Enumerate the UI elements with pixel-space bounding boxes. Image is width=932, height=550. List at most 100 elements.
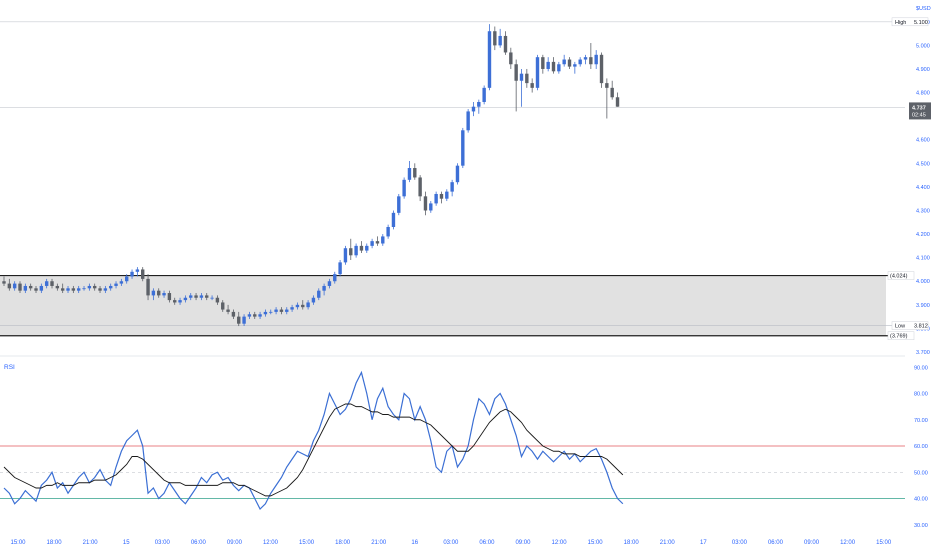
- candle-body: [279, 309, 284, 312]
- candle-body: [391, 212, 396, 227]
- price-tick-label: 4.300: [916, 208, 930, 214]
- candle-body: [402, 179, 406, 197]
- rsi-pane[interactable]: RSI 30.00 40.00 50.00 60.00 70.00 80.00 90.00: [0, 364, 928, 529]
- candle-body: [173, 300, 177, 303]
- candle-body: [434, 193, 438, 204]
- low-tag-background: [891, 321, 929, 330]
- price-tick-label: 4.400: [916, 185, 930, 191]
- candle-body: [34, 288, 38, 291]
- candle-body: [2, 281, 6, 284]
- time-axis[interactable]: 15:00 18:00 21:00 15 03:00 06:00 09:00 12:00 15:…: [10, 540, 891, 546]
- price-tick-label: 3.700: [916, 350, 930, 356]
- rsi-ma-line: [3, 403, 624, 497]
- candle-body: [418, 177, 422, 197]
- candle-body: [546, 61, 550, 69]
- candle-body: [498, 35, 502, 46]
- candle-body: [487, 31, 492, 88]
- candle-body: [157, 290, 161, 296]
- candle-body: [151, 290, 156, 296]
- candle-body: [92, 285, 97, 289]
- candle-body: [573, 64, 577, 67]
- candle-body: [615, 97, 620, 107]
- candle-body: [365, 245, 369, 251]
- candle-body: [503, 35, 508, 53]
- candle-body: [39, 285, 44, 291]
- candle-body: [205, 295, 209, 298]
- candle-body: [66, 288, 70, 291]
- candle-body: [242, 316, 246, 324]
- candle-body: [562, 59, 566, 65]
- rsi-title: RSI: [4, 364, 15, 371]
- low-tag-label: Low: [895, 324, 905, 330]
- candle-body: [295, 304, 300, 308]
- candle-body: [413, 168, 417, 178]
- rsi-tick-labels: 30.00 40.00 50.00 60.00 70.00 80.00 90.00: [914, 365, 928, 529]
- candle-body: [269, 311, 273, 313]
- rsi-tick-label: 40.00: [914, 497, 928, 503]
- candle-body: [322, 285, 326, 291]
- price-scale[interactable]: $USD 3.7003.8003.9004.0004.1004.2004.300…: [887, 6, 931, 356]
- current-price-tag-background: [909, 102, 931, 120]
- low-tag-value: 3.812: [914, 324, 928, 330]
- candle-body: [423, 196, 428, 211]
- candle-body: [429, 203, 433, 211]
- candle-body: [162, 293, 166, 296]
- time-tick-label: 16: [411, 540, 418, 546]
- candle-body: [493, 31, 497, 46]
- candle-body: [231, 311, 236, 317]
- candle-body: [450, 182, 454, 192]
- candle-body: [327, 281, 332, 286]
- zone-top-tag-background: [887, 271, 915, 280]
- price-tick-label: 4.200: [916, 232, 930, 238]
- candle-body: [247, 314, 252, 317]
- price-tick-label: 4.500: [916, 161, 930, 167]
- price-tick-label: 4.100: [916, 256, 930, 262]
- candle-body: [109, 285, 113, 289]
- candle-body: [301, 304, 305, 308]
- candle-body: [557, 64, 561, 72]
- candle-body: [237, 316, 241, 324]
- time-tick-label: 15:00: [10, 540, 26, 546]
- candle-body: [525, 73, 529, 84]
- price-tick-labels: 3.7003.8003.9004.0004.1004.2004.3004.400…: [916, 20, 930, 356]
- candle-body: [610, 87, 614, 98]
- time-tick-label: 21:00: [83, 540, 99, 546]
- candle-body: [194, 295, 198, 298]
- price-pane[interactable]: [0, 21, 905, 337]
- candle-body: [567, 59, 572, 67]
- candle-body: [466, 111, 470, 131]
- candle-body: [599, 54, 604, 84]
- candle-body: [114, 283, 118, 286]
- candle-body: [482, 87, 486, 102]
- time-tick-label: 12:00: [840, 540, 856, 546]
- candle-body: [290, 307, 294, 310]
- candle-body: [594, 54, 598, 65]
- candle-body: [461, 130, 465, 166]
- candle-body: [541, 57, 545, 69]
- time-tick-label: 12:00: [552, 540, 568, 546]
- rsi-tick-label: 70.00: [914, 418, 928, 424]
- time-tick-label: 15: [123, 540, 130, 546]
- candle-body: [509, 52, 513, 65]
- rsi-tick-label: 80.00: [914, 392, 928, 398]
- zone-top-tag-value: (4.024): [890, 274, 908, 280]
- candle-body: [199, 295, 204, 298]
- candle-body: [258, 314, 262, 317]
- high-tag-label: High: [895, 20, 906, 26]
- candle-body: [178, 300, 182, 303]
- candle-body: [119, 281, 124, 284]
- high-tag-value: 5.100: [914, 20, 928, 26]
- candle-body: [82, 288, 86, 290]
- time-tick-label: 18:00: [335, 540, 351, 546]
- candle-body: [18, 283, 22, 291]
- time-tick-label: 09:00: [227, 540, 243, 546]
- time-tick-label: 06:00: [479, 540, 495, 546]
- candle-body: [274, 309, 278, 312]
- zone-bottom-tag: (3.769): [887, 331, 915, 340]
- candle-body: [349, 248, 353, 256]
- time-tick-label: 06:00: [191, 540, 207, 546]
- price-tick-label: 4.600: [916, 138, 930, 144]
- time-tick-label: 21:00: [660, 540, 676, 546]
- time-tick-label: 09:00: [515, 540, 531, 546]
